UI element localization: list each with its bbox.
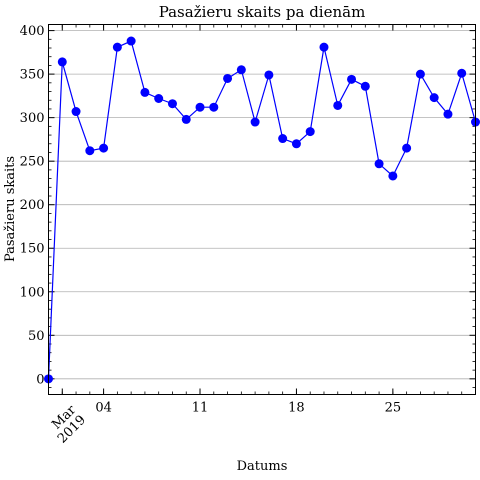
y-gridlines [48, 30, 476, 380]
data-point [181, 114, 191, 124]
y-axis-label: Pasažieru skaits [3, 156, 18, 262]
data-point [402, 143, 412, 153]
y-tick-label: 300 [20, 111, 45, 126]
data-point [415, 69, 425, 79]
data-point [347, 74, 357, 84]
x-tick-label: 04 [95, 401, 112, 416]
data-point [457, 68, 467, 78]
data-point [195, 102, 205, 112]
chart-title: Pasažieru skaits pa dienām [159, 3, 366, 21]
x-tick-label: 18 [288, 401, 305, 416]
data-point [223, 73, 233, 83]
y-tick-label: 200 [20, 198, 45, 213]
data-point [388, 171, 398, 181]
y-tick-label: 50 [28, 329, 45, 344]
data-point [85, 146, 95, 156]
data-point [374, 159, 384, 169]
data-point [99, 143, 109, 153]
data-point [291, 139, 301, 149]
data-point [278, 134, 288, 144]
data-point [264, 70, 274, 80]
x-tick-label: 11 [192, 401, 209, 416]
y-tick-label: 350 [20, 68, 45, 83]
data-point [360, 81, 370, 91]
data-point [236, 65, 246, 75]
y-tick-label: 0 [36, 372, 44, 387]
data-point [126, 36, 136, 46]
data-point [305, 127, 315, 137]
y-tick-label: 250 [20, 155, 45, 170]
x-axis-label: Datums [237, 459, 288, 474]
y-tick-label: 100 [20, 285, 45, 300]
data-point [140, 87, 150, 97]
data-point [57, 57, 67, 67]
x-tick-label-rotated: Mar2019 [45, 402, 89, 446]
x-tick-labels: Mar2019 04 11 18 25 [45, 401, 402, 447]
series-line [47, 40, 477, 379]
data-point [209, 102, 219, 112]
x-tick-label: 25 [385, 401, 402, 416]
data-point [443, 109, 453, 119]
y-tick-labels: 0 50 100 150 200 250 300 350 400 [20, 24, 45, 387]
data-point [167, 99, 177, 109]
data-point [71, 107, 81, 117]
data-point [112, 42, 122, 52]
data-point [319, 42, 329, 52]
plot-frame [48, 24, 476, 395]
data-point [154, 94, 164, 103]
data-point [250, 117, 260, 127]
data-point [429, 93, 439, 103]
y-tick-label: 400 [20, 24, 45, 39]
series [44, 36, 480, 384]
data-point [333, 100, 343, 110]
y-tick-label: 150 [20, 242, 45, 257]
